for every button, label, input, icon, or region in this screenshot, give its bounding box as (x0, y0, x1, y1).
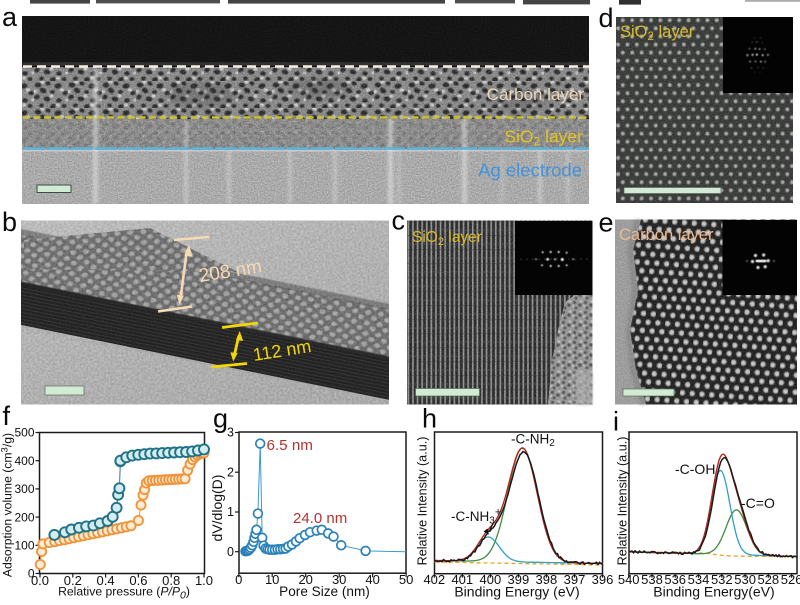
svg-text:1: 1 (227, 505, 234, 519)
svg-text:Relative Intensity (a.u.): Relative Intensity (a.u.) (416, 437, 430, 566)
svg-text:3: 3 (227, 426, 234, 440)
svg-text:-C-OH: -C-OH (675, 461, 715, 477)
svg-text:536: 536 (664, 572, 686, 587)
svg-text:0: 0 (235, 572, 242, 587)
svg-text:0: 0 (227, 545, 234, 559)
svg-text:532: 532 (711, 572, 733, 587)
svg-text:6.5 nm: 6.5 nm (267, 437, 313, 454)
svg-text:Binding Energy(eV): Binding Energy(eV) (653, 584, 774, 600)
svg-text:50: 50 (399, 572, 413, 587)
svg-text:402: 402 (423, 572, 445, 587)
svg-text:200: 200 (14, 510, 34, 524)
svg-text:400: 400 (14, 454, 34, 468)
svg-text:Carbon layer: Carbon layer (487, 85, 585, 104)
svg-text:528: 528 (757, 572, 779, 587)
svg-text:300: 300 (14, 482, 34, 496)
svg-text:h: h (422, 404, 437, 434)
svg-text:c: c (392, 206, 406, 236)
svg-text:Relative Intensity (a.u.): Relative Intensity (a.u.) (616, 437, 630, 566)
svg-text:b: b (2, 207, 17, 237)
svg-text:526: 526 (781, 572, 800, 587)
svg-text:i: i (613, 407, 619, 437)
svg-text:534: 534 (688, 572, 710, 587)
svg-text:400: 400 (480, 572, 502, 587)
svg-text:a: a (2, 2, 18, 32)
svg-text:397: 397 (564, 572, 586, 587)
svg-text:10: 10 (265, 572, 279, 587)
svg-text:g: g (213, 404, 228, 434)
svg-text:0.2: 0.2 (64, 573, 82, 588)
svg-text:SiO2 layer: SiO2 layer (504, 127, 583, 149)
svg-text:0: 0 (28, 567, 35, 581)
svg-text:-C=O: -C=O (741, 495, 775, 511)
svg-text:-C-NH3+: -C-NH3+ (451, 507, 501, 527)
svg-text:Pore Size (nm): Pore Size (nm) (279, 584, 370, 599)
svg-text:398: 398 (536, 572, 558, 587)
svg-text:Ag electrode: Ag electrode (478, 160, 582, 181)
svg-text:e: e (599, 208, 614, 238)
svg-text:Carbon layer: Carbon layer (619, 226, 714, 244)
svg-text:d: d (599, 3, 614, 33)
svg-text:Relative pressure (P/P0): Relative pressure (P/P0) (58, 585, 190, 601)
svg-text:500: 500 (14, 426, 34, 440)
svg-text:SiO2 layer: SiO2 layer (620, 23, 695, 43)
svg-text:100: 100 (14, 539, 34, 553)
svg-text:540: 540 (618, 572, 640, 587)
svg-text:Binding Energy (eV): Binding Energy (eV) (454, 584, 579, 600)
svg-text:530: 530 (734, 572, 756, 587)
svg-text:Adsorption volume (cm3/g): Adsorption volume (cm3/g) (0, 433, 15, 577)
svg-text:40: 40 (365, 572, 379, 587)
svg-text:399: 399 (508, 572, 530, 587)
svg-text:24.0 nm: 24.0 nm (293, 510, 347, 527)
svg-text:dV/dlog(D): dV/dlog(D) (209, 475, 225, 542)
svg-text:2: 2 (227, 465, 234, 479)
svg-text:1.0: 1.0 (195, 573, 213, 588)
svg-text:0.0: 0.0 (31, 573, 49, 588)
svg-text:f: f (3, 401, 11, 431)
svg-text:30: 30 (332, 572, 346, 587)
svg-text:0.4: 0.4 (97, 573, 115, 588)
svg-text:0.8: 0.8 (162, 573, 180, 588)
svg-text:0.6: 0.6 (129, 573, 147, 588)
svg-text:401: 401 (451, 572, 473, 587)
svg-text:396: 396 (592, 572, 614, 587)
svg-text:SiO2 layer: SiO2 layer (412, 229, 482, 248)
svg-text:20: 20 (298, 572, 312, 587)
svg-text:538: 538 (641, 572, 663, 587)
svg-text:-C-NH2: -C-NH2 (511, 432, 555, 450)
